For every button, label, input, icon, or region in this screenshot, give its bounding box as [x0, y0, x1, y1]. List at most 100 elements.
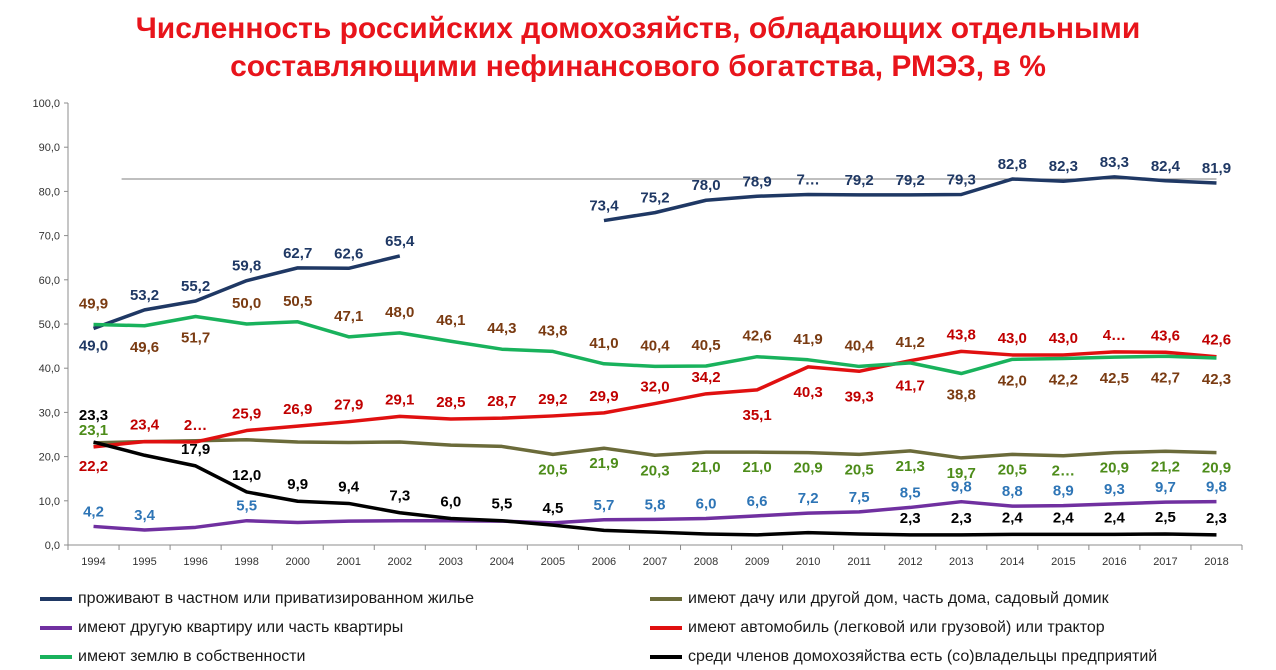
data-label: 9,8 [1206, 479, 1227, 496]
y-tick-label: 100,0 [32, 98, 60, 110]
x-tick-label: 2002 [388, 556, 412, 568]
data-label: 39,3 [845, 388, 874, 405]
data-label: 41,0 [589, 335, 618, 352]
data-label: 40,5 [691, 337, 720, 354]
data-label: 27,9 [334, 397, 363, 414]
y-tick-label: 0,0 [45, 540, 60, 552]
data-label: 26,9 [283, 401, 312, 418]
data-label: 47,1 [334, 308, 363, 325]
data-label: 49,0 [79, 337, 108, 354]
data-label: 42,2 [1049, 371, 1078, 388]
data-label: 32,0 [640, 379, 669, 396]
data-label: 23,1 [79, 422, 108, 439]
data-label: 40,4 [845, 337, 875, 354]
data-label: 5,5 [236, 498, 257, 515]
data-label: 9,7 [1155, 479, 1176, 496]
data-label: 50,0 [232, 295, 261, 312]
data-label: 20,9 [1202, 460, 1231, 477]
x-tick-label: 2005 [541, 556, 565, 568]
y-tick-label: 10,0 [39, 496, 60, 508]
data-label: 82,3 [1049, 158, 1078, 175]
data-label: 7,5 [849, 489, 870, 506]
data-label: 17,9 [181, 441, 210, 458]
data-label: 20,5 [998, 461, 1027, 478]
data-label: 34,2 [691, 369, 720, 386]
data-label: 82,4 [1151, 158, 1181, 175]
data-label: 2,3 [1206, 510, 1227, 527]
x-tick-label: 2008 [694, 556, 718, 568]
x-tick-label: 2010 [796, 556, 820, 568]
y-tick-label: 50,0 [39, 319, 60, 331]
x-tick-label: 2015 [1051, 556, 1075, 568]
data-label: 40,3 [794, 384, 823, 401]
data-label: 2… [184, 417, 207, 434]
y-tick-label: 30,0 [39, 407, 60, 419]
data-label: 7,3 [389, 488, 410, 505]
data-label: 8,9 [1053, 483, 1074, 500]
data-label: 20,5 [538, 461, 567, 478]
data-label: 8,5 [900, 484, 921, 501]
data-label: 35,1 [742, 407, 771, 424]
data-label: 22,2 [79, 458, 108, 475]
data-label: 42,6 [742, 328, 771, 345]
x-tick-label: 2016 [1102, 556, 1126, 568]
data-label: 25,9 [232, 406, 261, 423]
x-tick-label: 1995 [132, 556, 156, 568]
data-label: 81,9 [1202, 160, 1231, 177]
data-label: 23,4 [130, 417, 160, 434]
data-label: 43,0 [1049, 330, 1078, 347]
data-label: 79,2 [845, 172, 874, 189]
data-label: 73,4 [589, 198, 619, 215]
x-tick-label: 1994 [81, 556, 105, 568]
data-label: 43,0 [998, 330, 1027, 347]
data-label: 2,5 [1155, 509, 1176, 526]
data-label: 42,0 [998, 372, 1027, 389]
data-label: 9,8 [951, 479, 972, 496]
data-label: 42,6 [1202, 332, 1231, 349]
x-tick-label: 2006 [592, 556, 616, 568]
x-tick-label: 2013 [949, 556, 973, 568]
x-tick-label: 2012 [898, 556, 922, 568]
data-label: 6,0 [440, 493, 461, 510]
data-label: 20,9 [794, 460, 823, 477]
data-label: 20,5 [845, 461, 874, 478]
x-tick-label: 2004 [490, 556, 514, 568]
data-label: 55,2 [181, 278, 210, 295]
series-line [93, 438, 1217, 460]
data-label: 2,4 [1104, 509, 1126, 526]
series-line [603, 175, 1217, 223]
y-tick-label: 60,0 [39, 275, 60, 287]
data-label: 21,3 [896, 458, 925, 475]
data-label: 78,9 [742, 173, 771, 190]
data-label: 28,7 [487, 393, 516, 410]
data-label: 9,3 [1104, 481, 1125, 498]
x-tick-label: 2017 [1153, 556, 1177, 568]
data-label: 43,8 [947, 326, 976, 343]
data-label: 2,3 [951, 510, 972, 527]
data-label: 42,7 [1151, 369, 1180, 386]
y-tick-label: 70,0 [39, 231, 60, 243]
data-label: 21,9 [589, 455, 618, 472]
y-tick-label: 40,0 [39, 363, 60, 375]
data-label: 21,0 [742, 459, 771, 476]
data-label: 50,5 [283, 293, 312, 310]
data-label: 9,9 [287, 476, 308, 493]
x-tick-label: 2009 [745, 556, 769, 568]
data-label: 43,8 [538, 322, 567, 339]
series-line [93, 349, 1217, 449]
data-label: 12,0 [232, 467, 261, 484]
chart-title: Численность российских домохозяйств, обл… [0, 10, 1276, 86]
series-line [92, 254, 401, 331]
data-label: 2,3 [900, 510, 921, 527]
data-label: 3,4 [134, 507, 156, 524]
data-label: 49,6 [130, 339, 159, 356]
data-label: 28,5 [436, 394, 465, 411]
data-label: 38,8 [947, 387, 976, 404]
data-label: 21,0 [691, 459, 720, 476]
data-label: 5,7 [594, 497, 615, 514]
data-label: 4… [1103, 327, 1126, 344]
data-label: 62,6 [334, 245, 363, 262]
data-label: 23,3 [79, 407, 108, 424]
data-label: 21,2 [1151, 458, 1180, 475]
data-label: 8,8 [1002, 483, 1023, 500]
